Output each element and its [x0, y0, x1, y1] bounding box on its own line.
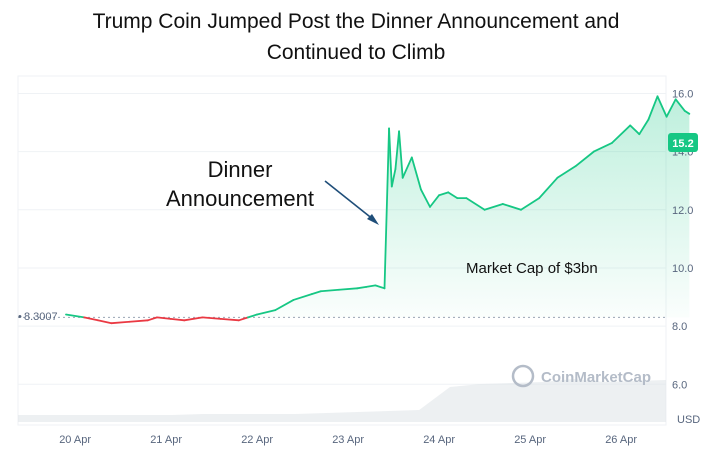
price-segment-up — [429, 194, 441, 208]
price-segment-up — [365, 284, 377, 288]
price-segment-down — [146, 316, 158, 322]
price-segment-up — [374, 284, 386, 290]
price-lines — [65, 95, 691, 325]
annotation-arrow — [324, 180, 379, 225]
price-segment-up — [501, 203, 522, 211]
price-segment-up — [310, 290, 322, 296]
x-tick-label: 20 Apr — [59, 434, 91, 446]
price-segment-up — [465, 197, 486, 211]
price-segment-up — [683, 110, 691, 115]
volume-area — [18, 379, 666, 422]
price-segment-up — [388, 127, 393, 188]
volume-shape — [18, 379, 666, 422]
price-segment-up — [247, 313, 259, 319]
price-segment-down — [156, 316, 172, 320]
price-segment-down — [201, 316, 222, 320]
price-segment-down — [110, 320, 131, 325]
price-segment-up — [656, 95, 668, 118]
price-segment-down — [169, 317, 186, 322]
price-segment-up — [338, 287, 359, 291]
price-segment-up — [574, 150, 595, 168]
price-segment-down — [183, 316, 204, 322]
y-tick-label: 6.0 — [672, 379, 687, 391]
y-tick-label: 12.0 — [672, 205, 693, 217]
watermark-text: CoinMarketCap — [541, 369, 651, 386]
x-tick-label: 22 Apr — [241, 434, 273, 446]
price-segment-up — [394, 130, 400, 170]
currency-label: USD — [677, 414, 700, 426]
price-segment-up — [556, 165, 577, 179]
x-tick-label: 26 Apr — [605, 434, 637, 446]
annotation-line-2: Announcement — [166, 186, 314, 211]
current-price-value: 15.2 — [672, 138, 693, 150]
x-tick-label: 21 Apr — [150, 434, 182, 446]
reference-price-label: 8.3007 — [24, 311, 58, 323]
x-tick-label: 25 Apr — [514, 434, 546, 446]
price-segment-down — [219, 317, 240, 322]
chart-title-line-2: Continued to Climb — [266, 41, 446, 64]
price-segment-down — [83, 316, 99, 322]
price-segment-up — [665, 98, 677, 118]
annotation-line-1: Dinner — [208, 157, 273, 182]
x-axis: 20 Apr 21 Apr 22 Apr 23 Apr 24 Apr 25 Apr 26 A… — [59, 434, 637, 446]
price-segment-up — [292, 293, 313, 301]
price-segment-up — [419, 188, 431, 208]
x-tick-label: 23 Apr — [332, 434, 364, 446]
price-segment-up — [520, 197, 541, 211]
price-segment-up — [483, 203, 504, 211]
reference-price-marker: • — [18, 311, 22, 323]
price-segment-up — [629, 124, 641, 136]
price-segment-up — [410, 156, 422, 191]
price-segment-down — [237, 316, 249, 322]
x-tick-label: 24 Apr — [423, 434, 455, 446]
price-segment-up — [647, 95, 659, 121]
price-segment-down — [128, 319, 149, 323]
watermark: CoinMarketCap — [511, 364, 651, 388]
market-cap-label: Market Cap of $3bn — [466, 260, 598, 277]
chart-title-line-1: Trump Coin Jumped Post the Dinner Announ… — [92, 10, 620, 33]
price-segment-up — [398, 130, 404, 179]
y-tick-label: 10.0 — [672, 263, 693, 275]
price-segment-up — [65, 313, 86, 319]
price-segment-up — [438, 191, 450, 197]
y-tick-label: 16.0 — [672, 88, 693, 100]
current-price-badge: 15.2 — [668, 133, 698, 152]
price-segment-up — [256, 309, 277, 316]
price-segment-up — [383, 127, 390, 290]
price-segment-up — [390, 168, 397, 188]
y-tick-label: 8.0 — [672, 321, 687, 333]
price-segment-up — [274, 299, 295, 312]
price-segment-up — [356, 285, 368, 290]
price-segment-up — [592, 141, 613, 153]
chart-title: Trump Coin Jumped Post the Dinner Announ… — [0, 6, 712, 68]
price-segment-up — [447, 191, 459, 200]
price-area-fill — [66, 96, 690, 318]
price-segment-up — [611, 124, 632, 144]
price-segment-up — [401, 156, 413, 179]
price-segment-up — [674, 98, 686, 112]
price-segment-up — [319, 288, 340, 293]
price-segment-down — [96, 319, 113, 325]
price-segment-up — [638, 118, 650, 136]
price-segment-up — [538, 176, 559, 200]
